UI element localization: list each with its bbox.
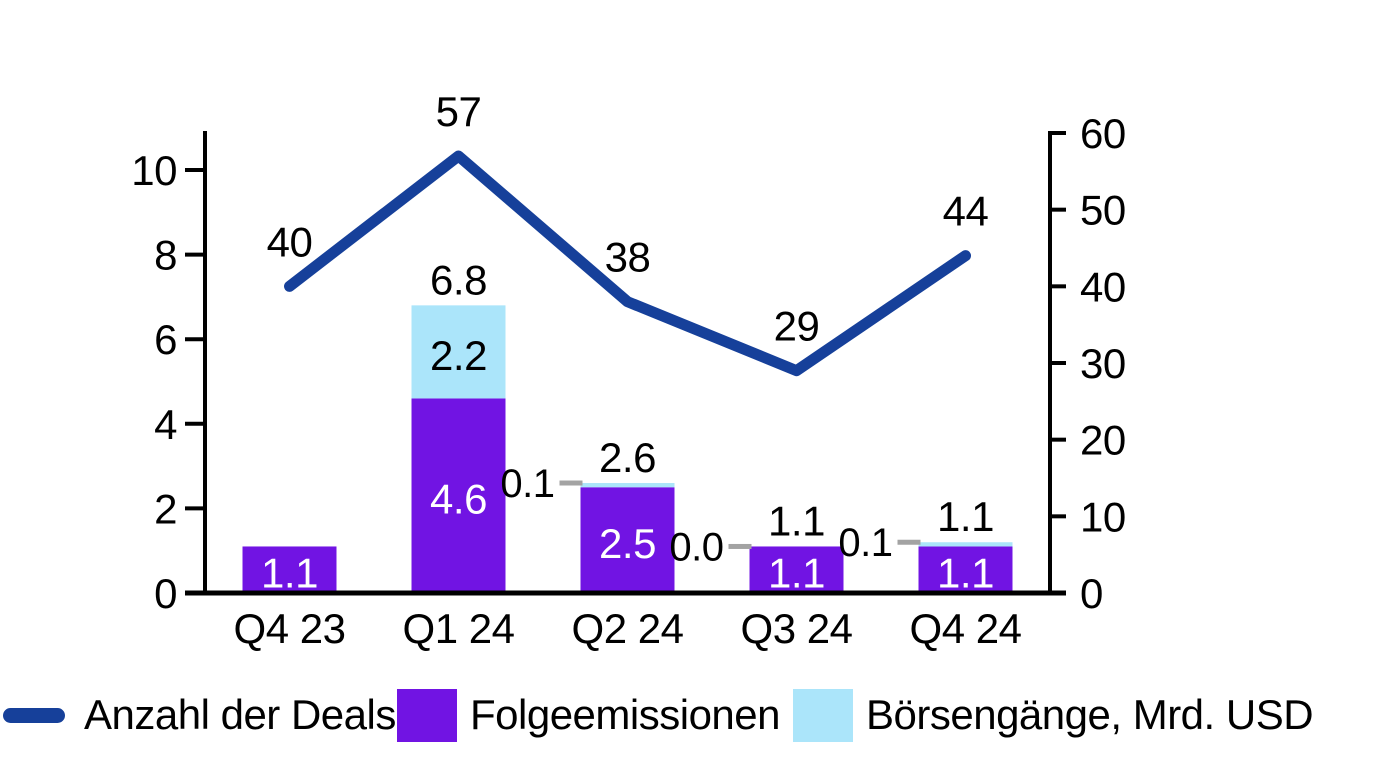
- stack-total-label: 2.6: [599, 434, 656, 481]
- stack-total-label: 6.8: [430, 256, 487, 303]
- x-axis-category-label: Q3 24: [741, 605, 853, 652]
- legend-item-folgeemissionen: Folgeemissionen: [397, 684, 781, 746]
- line-series-swatch-icon: [3, 707, 65, 723]
- line-point-label: 57: [436, 88, 482, 135]
- stack-total-label: 1.1: [768, 497, 825, 544]
- bar-segment-folgeemissionen: [411, 398, 506, 593]
- legend-label-folgeemissionen: Folgeemissionen: [470, 691, 781, 738]
- right-axis-tick-label: 10: [1080, 493, 1126, 540]
- right-axis-tick-label: 40: [1080, 263, 1126, 310]
- labels-layer: 1.1 4.6 2.2 6.8 2.5 2.6 1.1 1.1 1.1 1.1 40 57 38 29 44: [261, 88, 994, 597]
- bar-segment-folgeemissionen: [749, 546, 844, 593]
- bar-value-label: 2.2: [430, 332, 487, 379]
- right-axis-tick-label: 20: [1080, 417, 1126, 464]
- legend-item-boersengaenge: Börsengänge, Mrd. USD: [793, 684, 1314, 746]
- left-axis-tick-label: 10: [131, 147, 177, 194]
- leader-labels-layer: 0.1 0.0 0.1: [500, 462, 921, 569]
- x-axis-category-label: Q2 24: [572, 605, 684, 652]
- bar-value-label: 1.1: [768, 550, 825, 597]
- bar-segment-boersengaenge: [411, 305, 506, 399]
- stack-total-label: 1.1: [937, 493, 994, 540]
- right-axis-tick-label: 30: [1080, 340, 1126, 387]
- line-point-label: 38: [605, 234, 651, 281]
- bar-series-swatch-icon: [397, 688, 457, 742]
- legend-label-anzahl-der-deals: Anzahl der Deals: [84, 691, 396, 738]
- leader-label: 0.1: [500, 462, 554, 506]
- leader-dash: [728, 543, 752, 549]
- leader-label: 0.0: [669, 525, 723, 569]
- bar-segment-folgeemissionen: [242, 546, 337, 593]
- x-axis-category-label: Q4 24: [910, 605, 1022, 652]
- left-axis-tick-label: 0: [154, 570, 177, 617]
- bar-segment-boersengaenge: [918, 542, 1013, 547]
- bar-segment-folgeemissionen: [918, 546, 1013, 593]
- leader-dash: [559, 480, 583, 486]
- bar-value-label: 4.6: [430, 476, 487, 523]
- bars-layer: [242, 305, 1013, 593]
- line-point-label: 40: [267, 218, 313, 265]
- legend-label-boersengaenge: Börsengänge, Mrd. USD: [866, 691, 1314, 738]
- right-axis-tick-label: 50: [1080, 187, 1126, 234]
- bar-value-label: 1.1: [261, 550, 318, 597]
- line-series-layer: [284, 150, 971, 377]
- leader-dash: [897, 539, 921, 545]
- bar-segment-folgeemissionen: [580, 487, 675, 593]
- line-point-label: 29: [774, 303, 820, 350]
- x-axis-category-label: Q4 23: [234, 605, 346, 652]
- x-axis-category-label: Q1 24: [403, 605, 515, 652]
- left-axis-tick-label: 8: [154, 232, 177, 279]
- left-axis-tick-label: 4: [154, 401, 177, 448]
- combo-chart: 0 2 4 6 8 10 0 10 20 30 40 50 60 Q4 23 Q1 24 Q2 24 Q3 24…: [131, 88, 1126, 652]
- bar-value-label: 1.1: [937, 550, 994, 597]
- line-point-label: 44: [943, 188, 989, 235]
- bar-value-label: 2.5: [599, 520, 656, 567]
- chart-legend: Anzahl der Deals Folgeemissionen Börseng…: [0, 684, 1380, 764]
- leader-label: 0.1: [838, 521, 892, 565]
- left-axis-tick-label: 2: [154, 485, 177, 532]
- axes-layer: 0 2 4 6 8 10 0 10 20 30 40 50 60 Q4 23 Q1 24 Q2 24 Q3 24…: [131, 110, 1126, 652]
- left-axis-tick-label: 6: [154, 316, 177, 363]
- bar-segment-boersengaenge: [580, 483, 675, 488]
- legend-item-anzahl-der-deals: Anzahl der Deals: [3, 684, 396, 746]
- deals-line: [284, 150, 971, 377]
- right-axis-tick-label: 0: [1080, 570, 1103, 617]
- bar-series-swatch-icon: [793, 688, 853, 742]
- right-axis-tick-label: 60: [1080, 110, 1126, 157]
